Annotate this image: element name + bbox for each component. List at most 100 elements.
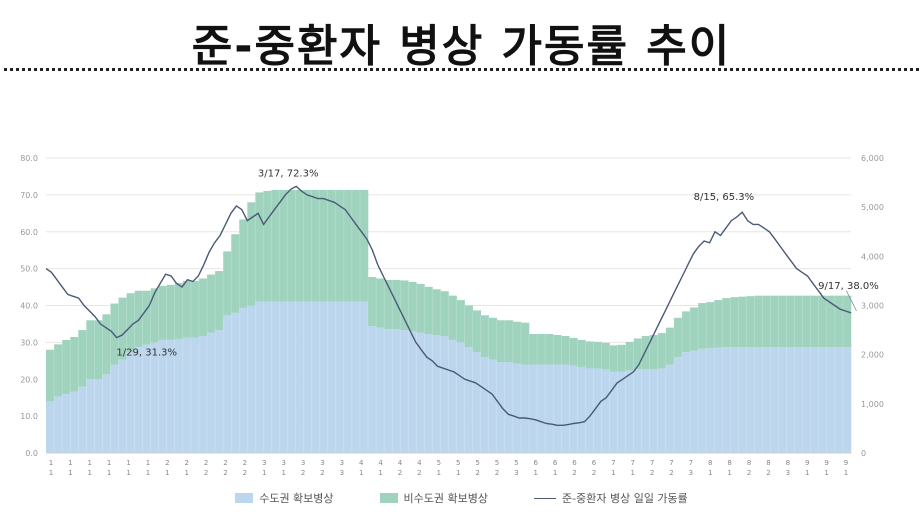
bar-noncapital — [174, 282, 184, 339]
bar-capital — [593, 368, 602, 453]
bar-capital — [480, 357, 490, 453]
legend-item-noncapital: 비수도권 확보병상 — [379, 490, 488, 506]
y-right-tick-label: 5,000 — [861, 203, 884, 212]
x-tick-label: 1 — [165, 469, 169, 477]
x-tick-label: 2 — [223, 459, 227, 467]
bar-noncapital — [730, 297, 739, 348]
bar-noncapital — [698, 303, 707, 349]
bar-noncapital — [295, 189, 304, 302]
x-tick-label: 3 — [262, 459, 266, 467]
bar-capital — [520, 364, 530, 453]
bar-noncapital — [569, 337, 578, 366]
legend-label-rate: 준-중환자 병상 일일 가동률 — [562, 492, 688, 505]
bar-capital — [335, 301, 345, 453]
bar-capital — [287, 301, 296, 453]
bar-capital — [448, 339, 457, 453]
bar-noncapital — [794, 295, 803, 348]
bar-noncapital — [585, 341, 594, 369]
bar-noncapital — [496, 320, 506, 363]
bar-noncapital — [561, 335, 570, 365]
x-tick-label: 3 — [301, 459, 305, 467]
legend-swatch-rate — [534, 497, 557, 499]
annotations: 3/17, 72.3% 1/29, 31.3% 8/15, 65.3% 9/17, 3… — [116, 168, 878, 358]
x-tick-label: 7 — [650, 459, 654, 467]
bar-capital — [110, 364, 119, 453]
bar-noncapital — [78, 330, 87, 387]
x-tick-label: 9 — [824, 459, 828, 467]
y-left-tick-label: 80.0 — [20, 154, 38, 163]
bar-capital — [247, 305, 256, 453]
bar-noncapital — [625, 341, 634, 371]
bar-noncapital — [311, 189, 320, 302]
bar-capital — [392, 329, 401, 453]
bar-noncapital — [786, 295, 795, 348]
x-tick-label: 2 — [417, 469, 421, 477]
x-tick-label: 4 — [378, 459, 383, 467]
y-left-tick-label: 30.0 — [20, 338, 38, 347]
x-tick-label: 1 — [844, 469, 848, 477]
occupancy-rate-line — [45, 185, 852, 426]
x-tick-label: 3 — [786, 469, 790, 477]
bar-capital — [456, 342, 465, 453]
bar-noncapital — [802, 295, 812, 348]
bar-noncapital — [810, 295, 820, 348]
bar-capital — [754, 347, 763, 453]
bar-noncapital — [577, 339, 586, 367]
bar-capital — [440, 335, 449, 453]
bar-noncapital — [408, 281, 417, 332]
x-tick-label: 6 — [572, 459, 577, 467]
bar-capital — [537, 364, 546, 453]
bar-noncapital — [102, 314, 111, 375]
x-tick-label: 9 — [844, 459, 848, 467]
bar-noncapital — [456, 300, 465, 343]
bar-noncapital — [392, 279, 401, 330]
bar-noncapital — [649, 335, 659, 370]
bar-noncapital — [376, 278, 385, 328]
bar-noncapital — [62, 339, 71, 394]
x-tick-label: 1 — [611, 469, 615, 477]
bar-noncapital — [448, 295, 457, 340]
bar-capital — [698, 348, 707, 453]
bar-noncapital — [384, 279, 393, 330]
bar-capital — [786, 347, 795, 453]
x-tick-label: 1 — [534, 469, 538, 477]
y-right-tick-label: 2,000 — [861, 351, 884, 360]
bar-noncapital — [472, 310, 481, 353]
bar-noncapital — [593, 341, 602, 369]
x-tick-label: 8 — [766, 459, 770, 467]
x-axis: 1 1 1 1 1 1 1 1 1 1 1 1 2 1 2 1 2 2 2 2 2 2 3 1 3 1 3 2 3 2 3 3 4 1 4 1 4 2 4 2… — [46, 452, 851, 477]
bar-noncapital — [633, 338, 642, 370]
x-tick-label: 6 — [534, 459, 539, 467]
bar-noncapital — [287, 189, 296, 302]
annotation-leader — [846, 290, 857, 312]
bar-noncapital — [182, 280, 192, 338]
y-left-tick-label: 50.0 — [20, 265, 38, 274]
bar-noncapital — [601, 342, 610, 370]
x-tick-label: 2 — [204, 469, 208, 477]
bar-noncapital — [464, 305, 473, 348]
bar-noncapital — [150, 288, 159, 343]
annotation-label: 3/17, 72.3% — [258, 168, 319, 179]
bar-capital — [472, 352, 481, 453]
bar-capital — [384, 329, 393, 453]
bar-noncapital — [657, 333, 667, 369]
bar-noncapital — [319, 189, 329, 302]
y-left-tick-label: 0.0 — [25, 449, 38, 458]
bar-noncapital — [215, 271, 224, 331]
bar-capital — [673, 357, 683, 453]
bar-noncapital — [303, 189, 312, 302]
bar-capital — [86, 379, 95, 453]
bar-capital — [223, 315, 232, 453]
bar-noncapital — [247, 202, 256, 306]
x-tick-label: 7 — [689, 459, 693, 467]
bar-noncapital — [529, 334, 538, 365]
bar-capital — [102, 374, 111, 453]
page-title: 준-중환자 병상 가동률 추이 — [191, 21, 732, 72]
bar-capital — [182, 337, 192, 453]
bar-capital — [545, 364, 554, 453]
bar-capital — [134, 347, 143, 453]
x-tick-label: 2 — [204, 459, 208, 467]
bar-capital — [585, 368, 594, 453]
bar-noncapital — [126, 293, 135, 353]
bar-capital — [351, 301, 361, 453]
